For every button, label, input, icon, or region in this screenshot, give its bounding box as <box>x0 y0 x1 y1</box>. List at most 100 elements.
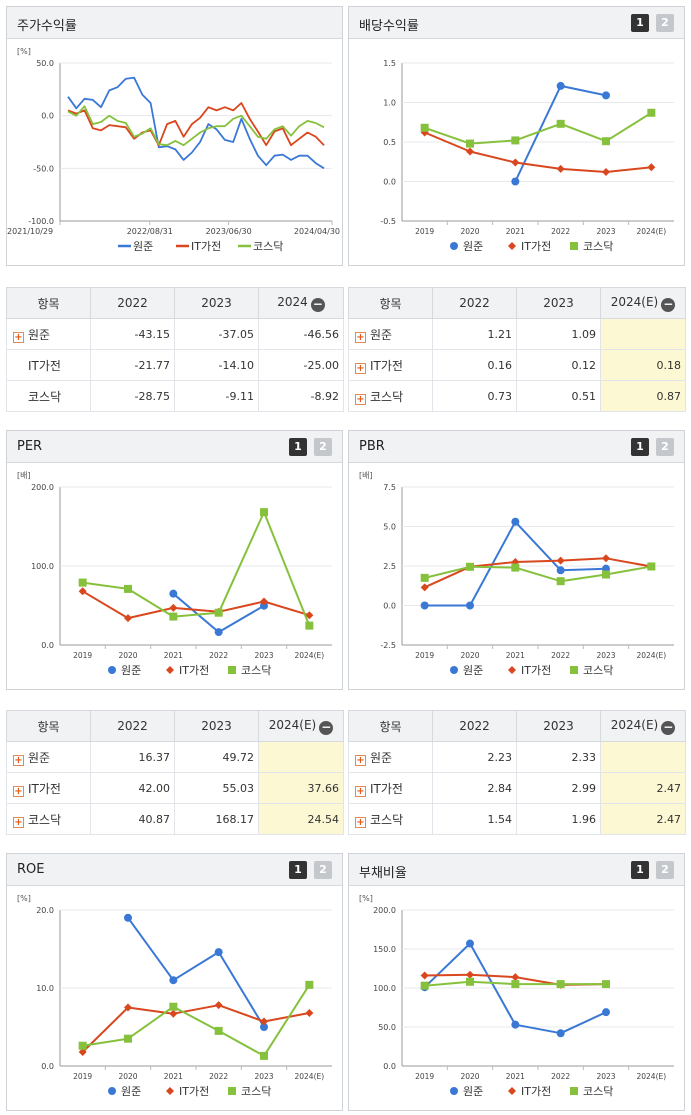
data-point[interactable] <box>511 973 520 982</box>
data-point[interactable] <box>124 1003 132 1012</box>
legend-item[interactable]: IT가전 <box>508 664 551 677</box>
expand-icon[interactable]: + <box>13 816 24 828</box>
legend-item[interactable]: IT가전 <box>166 1085 209 1098</box>
data-point[interactable] <box>78 1047 87 1056</box>
data-point[interactable] <box>602 980 610 989</box>
data-point[interactable] <box>556 556 565 565</box>
data-point[interactable] <box>466 147 474 156</box>
data-point[interactable] <box>602 570 610 579</box>
data-point[interactable] <box>169 589 178 598</box>
expand-icon[interactable]: + <box>355 362 366 374</box>
data-point[interactable] <box>169 1009 178 1018</box>
legend-swatch[interactable] <box>508 1087 516 1095</box>
legend-swatch[interactable] <box>450 242 458 250</box>
expand-icon[interactable]: + <box>13 785 24 797</box>
legend-item[interactable]: IT가전 <box>166 664 209 677</box>
expand-icon[interactable]: + <box>355 816 366 828</box>
data-point[interactable] <box>420 123 429 132</box>
data-point[interactable] <box>466 562 474 571</box>
data-point[interactable] <box>511 563 520 572</box>
page-2-button[interactable]: 2 <box>656 438 674 456</box>
data-point[interactable] <box>511 980 520 989</box>
data-point[interactable] <box>214 1026 223 1035</box>
data-point[interactable] <box>556 1029 565 1038</box>
data-point[interactable] <box>214 948 223 957</box>
expand-icon[interactable]: + <box>355 754 366 766</box>
legend-swatch[interactable] <box>570 1087 578 1095</box>
data-point[interactable] <box>169 1002 178 1011</box>
page-1-button[interactable]: 1 <box>289 861 307 879</box>
collapse-icon[interactable]: − <box>661 719 676 735</box>
data-point[interactable] <box>305 611 314 620</box>
data-point[interactable] <box>556 119 565 128</box>
data-point[interactable] <box>511 177 520 186</box>
data-point[interactable] <box>78 578 87 587</box>
data-point[interactable] <box>305 980 314 989</box>
page-2-button[interactable]: 2 <box>314 438 332 456</box>
data-point[interactable] <box>78 1041 87 1050</box>
data-point[interactable] <box>214 1001 223 1010</box>
expand-icon[interactable]: + <box>355 331 366 343</box>
data-point[interactable] <box>420 583 429 592</box>
legend-item[interactable]: 원준 <box>108 664 141 677</box>
data-point[interactable] <box>169 976 178 985</box>
page-1-button[interactable]: 1 <box>631 438 649 456</box>
legend-swatch[interactable] <box>508 242 516 250</box>
data-point[interactable] <box>647 163 656 172</box>
legend-item[interactable]: IT가전 <box>176 240 221 253</box>
data-point[interactable] <box>214 628 223 637</box>
legend-swatch[interactable] <box>108 666 116 674</box>
data-point[interactable] <box>556 81 565 90</box>
data-point[interactable] <box>466 970 474 979</box>
data-point[interactable] <box>420 981 429 990</box>
data-point[interactable] <box>260 508 268 517</box>
data-point[interactable] <box>260 1023 268 1031</box>
data-point[interactable] <box>556 577 565 586</box>
legend-item[interactable]: 코스닥 <box>228 1085 271 1098</box>
data-point[interactable] <box>647 108 656 117</box>
data-point[interactable] <box>647 562 656 571</box>
legend-swatch[interactable] <box>228 666 236 674</box>
page-2-button[interactable]: 2 <box>656 861 674 879</box>
expand-icon[interactable]: + <box>355 785 366 797</box>
data-point[interactable] <box>466 601 474 610</box>
legend-swatch[interactable] <box>450 1087 458 1095</box>
data-point[interactable] <box>466 939 474 948</box>
legend-swatch[interactable] <box>166 666 174 674</box>
legend-item[interactable]: IT가전 <box>508 240 551 253</box>
data-point[interactable] <box>556 566 565 575</box>
expand-icon[interactable]: + <box>355 393 366 405</box>
data-point[interactable] <box>420 601 429 610</box>
legend-item[interactable]: 코스닥 <box>570 1085 613 1098</box>
data-point[interactable] <box>511 517 520 526</box>
data-point[interactable] <box>602 554 610 563</box>
legend-item[interactable]: 원준 <box>450 664 483 677</box>
data-point[interactable] <box>511 1020 520 1029</box>
data-point[interactable] <box>169 603 178 612</box>
data-point[interactable] <box>305 621 314 630</box>
legend-swatch[interactable] <box>570 666 578 674</box>
collapse-icon[interactable]: − <box>661 296 676 312</box>
legend-item[interactable]: 원준 <box>450 1085 483 1098</box>
data-point[interactable] <box>78 587 87 596</box>
legend-item[interactable]: 원준 <box>450 240 483 253</box>
data-point[interactable] <box>305 1008 314 1017</box>
data-point[interactable] <box>124 913 132 922</box>
page-1-button[interactable]: 1 <box>631 861 649 879</box>
page-1-button[interactable]: 1 <box>289 438 307 456</box>
legend-item[interactable]: IT가전 <box>508 1085 551 1098</box>
data-point[interactable] <box>169 612 178 621</box>
data-point[interactable] <box>420 573 429 582</box>
page-2-button[interactable]: 2 <box>656 14 674 32</box>
legend-swatch[interactable] <box>450 666 458 674</box>
legend-swatch[interactable] <box>508 666 516 674</box>
page-2-button[interactable]: 2 <box>314 861 332 879</box>
page-1-button[interactable]: 1 <box>631 14 649 32</box>
legend-item[interactable]: 원준 <box>108 1085 141 1098</box>
legend-item[interactable]: 원준 <box>118 240 153 253</box>
legend-swatch[interactable] <box>228 1087 236 1095</box>
data-point[interactable] <box>420 971 429 980</box>
legend-swatch[interactable] <box>166 1087 174 1095</box>
data-point[interactable] <box>602 1008 610 1017</box>
data-point[interactable] <box>124 614 132 623</box>
